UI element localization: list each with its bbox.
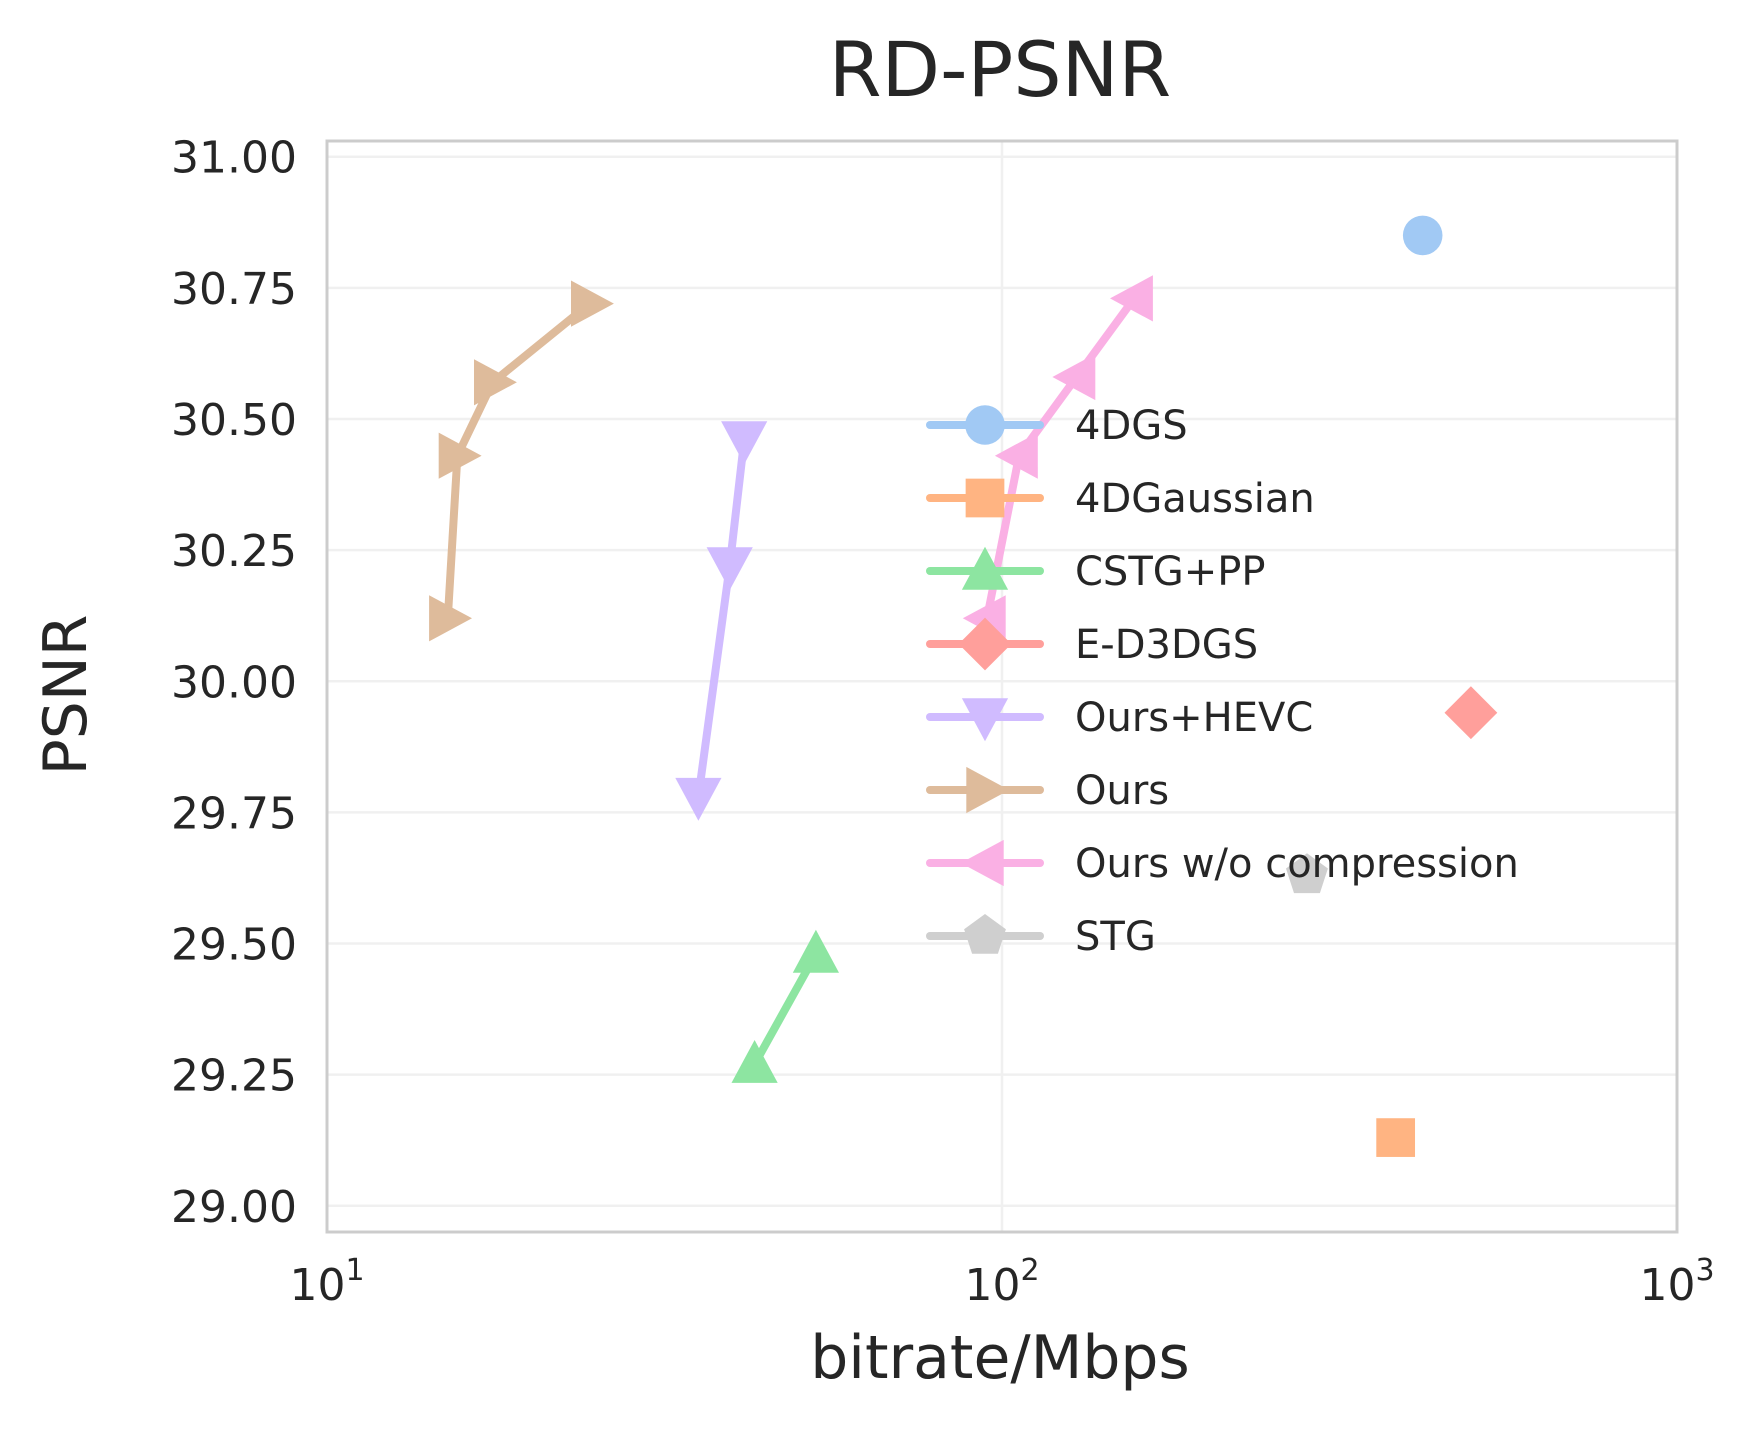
series-e-d3dgs xyxy=(1444,686,1498,740)
y-tick-label: 29.75 xyxy=(171,788,297,839)
legend-item: 4DGS xyxy=(926,403,1188,449)
legend-item: Ours+HEVC xyxy=(926,695,1313,742)
legend-marker xyxy=(960,839,1004,887)
legend-marker xyxy=(965,478,1005,518)
legend-label: Ours+HEVC xyxy=(1075,695,1313,741)
data-point xyxy=(1052,353,1096,401)
series-ours-hevc xyxy=(675,421,768,821)
x-tick-base: 10 xyxy=(1639,1260,1695,1311)
data-point xyxy=(438,432,482,479)
legend-label: Ours w/o compression xyxy=(1075,841,1519,887)
legend-label: 4DGS xyxy=(1075,403,1188,449)
y-axis-ticks: 29.00 29.25 29.50 29.75 30.00 30.25 30.50 30.75… xyxy=(171,133,297,1233)
x-tick-label: 101 xyxy=(289,1253,364,1311)
x-tick-label: 103 xyxy=(1639,1253,1714,1311)
series-cstg-pp xyxy=(731,929,839,1083)
legend-marker xyxy=(961,546,1009,590)
data-point xyxy=(994,432,1038,479)
legend-marker xyxy=(958,617,1012,671)
x-tick-base: 10 xyxy=(964,1260,1020,1311)
legend-item: Ours xyxy=(926,766,1169,814)
legend-label: CSTG+PP xyxy=(1075,549,1266,595)
y-tick-label: 29.50 xyxy=(171,920,297,971)
legend: 4DGS 4DGaussian CSTG+PP E-D3DGS Ours+HEVC Our… xyxy=(926,403,1519,960)
legend-marker xyxy=(965,405,1005,445)
legend-marker xyxy=(961,698,1009,742)
legend-label: Ours xyxy=(1075,768,1169,814)
data-point xyxy=(474,359,517,406)
y-tick-label: 30.75 xyxy=(171,264,297,315)
data-point xyxy=(1110,275,1153,322)
y-tick-label: 31.00 xyxy=(171,133,297,184)
series-4dgaussian xyxy=(1376,1118,1416,1157)
x-tick-base: 10 xyxy=(289,1260,345,1311)
legend-item: CSTG+PP xyxy=(926,546,1266,595)
legend-label: 4DGaussian xyxy=(1075,476,1315,522)
series-line xyxy=(983,294,1139,623)
x-tick-label: 102 xyxy=(964,1253,1039,1311)
plot-area xyxy=(325,139,1679,1234)
y-tick-label: 29.00 xyxy=(171,1182,297,1233)
x-axis-ticks: 101 102 103 xyxy=(289,1253,1714,1311)
legend-item: E-D3DGS xyxy=(926,617,1258,671)
chart-title: RD-PSNR xyxy=(829,25,1171,114)
series-ours-w-o-compression xyxy=(962,275,1153,642)
x-axis-label: bitrate/Mbps xyxy=(810,1323,1190,1393)
legend-item: STG xyxy=(926,914,1156,960)
legend-marker xyxy=(964,914,1006,954)
legend-label: STG xyxy=(1075,914,1156,960)
data-point xyxy=(731,1040,778,1083)
data-point xyxy=(1286,853,1328,894)
data-point xyxy=(571,280,614,327)
data-point xyxy=(1444,686,1498,740)
data-point xyxy=(1402,215,1443,256)
series-4dgs xyxy=(1402,215,1443,256)
legend-item: Ours w/o compression xyxy=(926,839,1519,887)
y-tick-label: 30.00 xyxy=(171,657,297,708)
series-layer xyxy=(429,215,1498,1157)
data-point xyxy=(792,929,839,973)
y-tick-label: 29.25 xyxy=(171,1051,297,1102)
y-tick-label: 30.50 xyxy=(171,395,297,446)
series-ours xyxy=(429,280,614,642)
series-stg xyxy=(1286,853,1328,894)
legend-label: E-D3DGS xyxy=(1075,622,1258,668)
legend-marker xyxy=(966,766,1010,814)
x-tick-exponent: 2 xyxy=(1020,1253,1039,1288)
series-line xyxy=(443,299,594,623)
x-tick-exponent: 1 xyxy=(345,1253,364,1288)
data-point xyxy=(1376,1118,1416,1157)
legend-item: 4DGaussian xyxy=(926,476,1315,522)
plot-frame xyxy=(325,139,1679,1234)
x-tick-exponent: 3 xyxy=(1695,1253,1714,1288)
data-point xyxy=(429,595,472,642)
data-point xyxy=(675,777,722,821)
y-tick-label: 30.25 xyxy=(171,526,297,577)
data-point xyxy=(706,547,753,591)
y-axis-label: PSNR xyxy=(31,615,101,776)
data-point xyxy=(721,421,768,465)
